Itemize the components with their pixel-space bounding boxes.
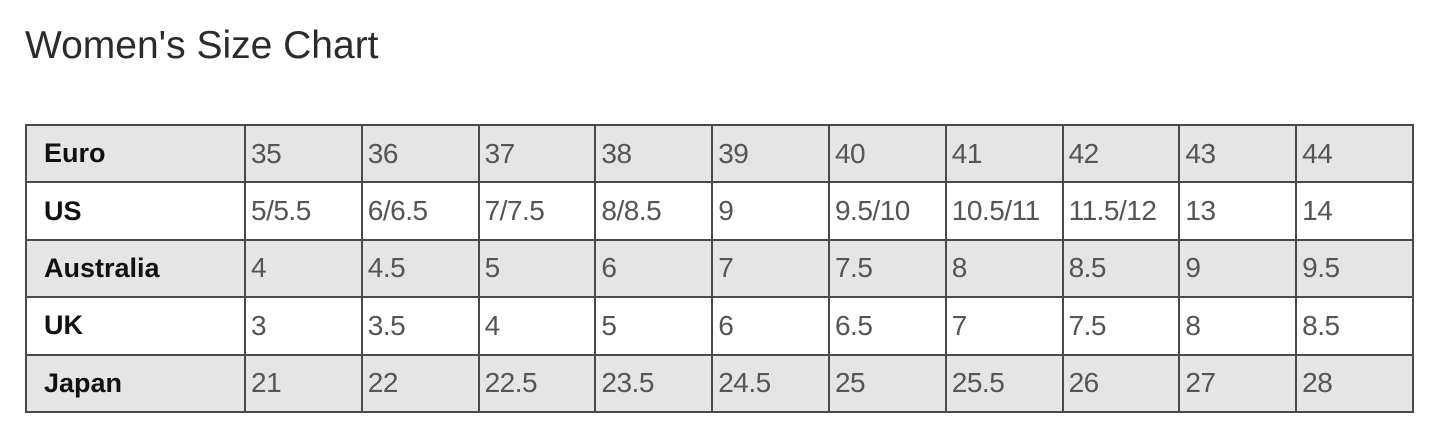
table-cell: 37 bbox=[477, 123, 597, 184]
row-label: Euro bbox=[25, 123, 246, 184]
table-cell: 35 bbox=[244, 123, 363, 184]
table-cell: 41 bbox=[944, 123, 1064, 184]
table-cell: 44 bbox=[1295, 123, 1414, 184]
table-cell: 9.5 bbox=[1295, 238, 1414, 299]
table-cell: 8 bbox=[944, 238, 1064, 299]
table-cell: 25.5 bbox=[944, 353, 1064, 414]
table-cell: 23.5 bbox=[594, 353, 714, 414]
table-cell: 5 bbox=[477, 238, 597, 299]
table-cell: 8/8.5 bbox=[594, 181, 714, 241]
table-cell: 7/7.5 bbox=[477, 181, 597, 241]
table-cell: 8.5 bbox=[1061, 238, 1181, 299]
table-cell: 4 bbox=[477, 296, 597, 356]
page-title: Women's Size Chart bbox=[25, 24, 379, 67]
table-cell: 9 bbox=[711, 181, 830, 241]
table-cell: 26 bbox=[1061, 353, 1181, 414]
table-cell: 4.5 bbox=[360, 238, 480, 299]
table-row: Euro 35 36 37 38 39 40 41 42 43 44 bbox=[25, 123, 1414, 184]
table-cell: 7.5 bbox=[1061, 296, 1181, 356]
table-cell: 7 bbox=[944, 296, 1064, 356]
table-cell: 9.5/10 bbox=[827, 181, 947, 241]
table-cell: 25 bbox=[827, 353, 947, 414]
table-cell: 3 bbox=[244, 296, 363, 356]
row-label: Australia bbox=[25, 238, 246, 299]
size-chart-table: Euro 35 36 37 38 39 40 41 42 43 44 US 5/5.5 6/6.5 7/7.… bbox=[25, 123, 1414, 414]
table-cell: 3.5 bbox=[360, 296, 480, 356]
table-cell: 42 bbox=[1061, 123, 1181, 184]
table-cell: 9 bbox=[1178, 238, 1298, 299]
table-cell: 8 bbox=[1178, 296, 1298, 356]
table-cell: 21 bbox=[244, 353, 363, 414]
table-cell: 6.5 bbox=[827, 296, 947, 356]
table-cell: 14 bbox=[1295, 181, 1414, 241]
table-cell: 13 bbox=[1178, 181, 1298, 241]
table-row: US 5/5.5 6/6.5 7/7.5 8/8.5 9 9.5/10 10.5/11 11.5… bbox=[25, 181, 1414, 241]
table-cell: 39 bbox=[711, 123, 830, 184]
table-cell: 22.5 bbox=[477, 353, 597, 414]
row-label: US bbox=[25, 181, 246, 241]
table-cell: 24.5 bbox=[711, 353, 830, 414]
table-row: UK 3 3.5 4 5 6 6.5 7 7.5 8 8.5 bbox=[25, 296, 1414, 356]
table-cell: 6 bbox=[711, 296, 830, 356]
table-row: Japan 21 22 22.5 23.5 24.5 25 25.5 26 27 28 bbox=[25, 353, 1414, 414]
table-cell: 22 bbox=[360, 353, 480, 414]
table-row: Australia 4 4.5 5 6 7 7.5 8 8.5 9 9.5 bbox=[25, 238, 1414, 299]
table-cell: 38 bbox=[594, 123, 714, 184]
table-cell: 8.5 bbox=[1295, 296, 1414, 356]
table-cell: 10.5/11 bbox=[944, 181, 1064, 241]
table-cell: 7.5 bbox=[827, 238, 947, 299]
table-cell: 36 bbox=[360, 123, 480, 184]
table-cell: 6 bbox=[594, 238, 714, 299]
table-cell: 5/5.5 bbox=[244, 181, 363, 241]
row-label: Japan bbox=[25, 353, 246, 414]
table-cell: 40 bbox=[827, 123, 947, 184]
table-cell: 11.5/12 bbox=[1061, 181, 1181, 241]
table-cell: 43 bbox=[1178, 123, 1298, 184]
table-cell: 28 bbox=[1295, 353, 1414, 414]
row-label: UK bbox=[25, 296, 246, 356]
table-cell: 6/6.5 bbox=[360, 181, 480, 241]
table-cell: 27 bbox=[1178, 353, 1298, 414]
table-cell: 5 bbox=[594, 296, 714, 356]
table-cell: 4 bbox=[244, 238, 363, 299]
table-cell: 7 bbox=[711, 238, 830, 299]
